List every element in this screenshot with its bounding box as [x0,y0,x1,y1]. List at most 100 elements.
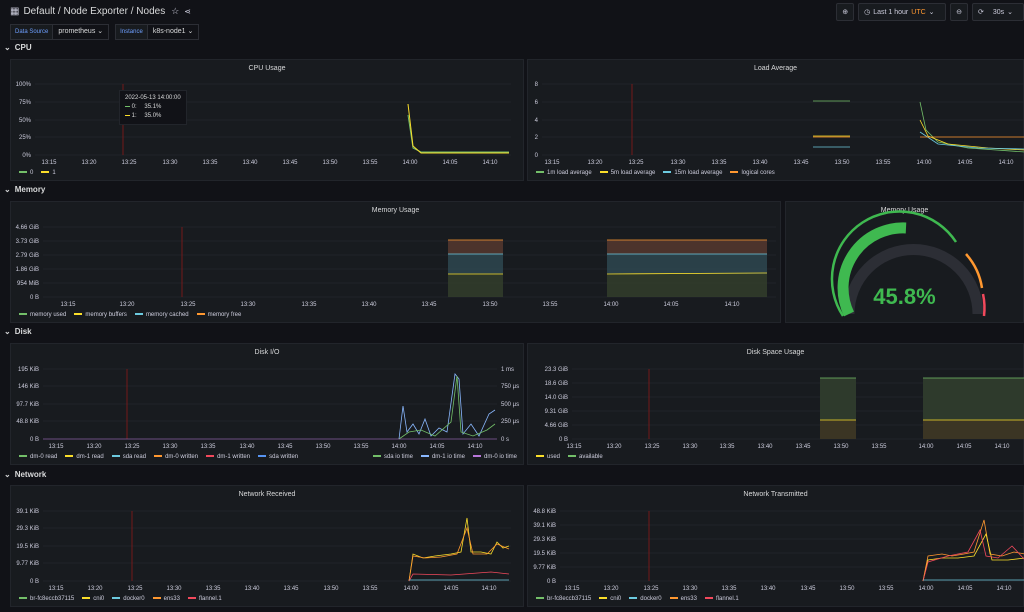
disk-space-panel[interactable]: Disk Space Usage 23.3 GiB 18.6 GiB 14.0 … [527,343,1024,465]
x-tick: 13:55 [875,160,891,166]
time-picker[interactable]: ◷ Last 1 hour UTC ⌄ [858,3,947,21]
legend-right: sda io time dm-1 io time dm-0 io time [372,454,517,460]
x-tick: 13:45 [283,586,299,592]
grid [35,83,511,156]
legend-item[interactable]: cni0 [82,596,104,602]
series-flannel [408,571,510,582]
cpu-usage-panel[interactable]: CPU Usage 100% 75% 50% 25% 0% 13:15 13:2… [10,59,524,181]
y-tick: 500 µs [501,402,519,408]
panel-title: CPU Usage [248,65,286,72]
legend-item[interactable]: 5m load average [599,170,655,176]
x-tick: 13:40 [760,586,776,592]
x-tick: 13:30 [240,302,256,308]
chevron-down-icon: ⌄ [928,9,935,16]
legend-item[interactable]: 1m load average [536,170,592,176]
legend-item[interactable]: memory buffers [74,312,127,318]
load-average-panel[interactable]: Load Average 8 6 4 2 0 13:15 13:20 13:25… [527,59,1024,181]
y-tick: 954 MiB [17,281,39,287]
series-ens33 [922,519,1024,582]
panel-title: Memory Usage [371,207,420,214]
y-tick: 48.8 KiB [533,509,556,515]
star-icon[interactable]: ☆ [171,5,180,16]
y-tick: 2.79 GiB [16,253,39,259]
y-tick: 1.86 GiB [16,267,39,273]
legend-item[interactable]: dm-0 read [19,454,57,460]
dashboards-grid-icon[interactable]: ▦ [10,5,20,17]
legend-item[interactable]: cni0 [599,596,621,602]
legend-item[interactable]: docker0 [112,596,145,602]
legend-item[interactable]: dm-0 io time [472,454,517,460]
datasource-select[interactable]: prometheus ⌄ [53,24,110,40]
legend-item[interactable]: used [536,454,560,460]
series-5m-b [919,119,1024,151]
x-tick: 14:10 [482,160,498,166]
x-tick: 13:50 [833,444,849,450]
disk-io-panel[interactable]: Disk I/O 195 KiB 146 KiB 97.7 KiB 48.8 K… [10,343,524,465]
legend-item[interactable]: sda read [111,454,146,460]
legend-item[interactable]: ens33 [669,596,697,602]
legend-item[interactable]: br-fc8eccb37115 [19,596,74,602]
gauge-threshold-orange [965,253,984,289]
x-tick: 14:00 [391,444,407,450]
legend-item[interactable]: flannel.1 [704,596,739,602]
legend-item[interactable]: flannel.1 [187,596,222,602]
legend-item[interactable]: memory cached [134,312,189,318]
tooltip: 2022-05-13 14:00:00 0: 35.1% 1: 35.0% [119,90,187,125]
refresh-button[interactable]: ⟳ 30s ⌄ [972,3,1024,21]
series-flannel [922,528,1024,582]
panel-title: Disk I/O [254,349,280,356]
legend-item[interactable]: dm-1 written [206,454,250,460]
x-tick: 13:45 [421,302,437,308]
instance-select[interactable]: k8s-node1 ⌄ [147,24,200,40]
legend: dm-0 read dm-1 read sda read dm-0 writte… [19,454,298,460]
memory-usage-panel[interactable]: Memory Usage 4.66 GiB 3.73 GiB 2.79 GiB … [10,201,781,323]
x-tick: 13:55 [878,586,894,592]
zoom-button[interactable]: ⊖ [950,3,968,21]
x-tick: 13:50 [315,444,331,450]
disk-io-chart: 195 KiB 146 KiB 97.7 KiB 48.8 KiB 0 B 1 … [16,367,519,450]
y-tick: 29.3 KiB [16,526,39,532]
legend-item[interactable]: dm-1 read [65,454,104,460]
x-tick: 14:05 [957,586,973,592]
y-axis: 100% 75% 50% 25% 0% [16,82,32,159]
legend-item[interactable]: memory used [19,312,66,318]
network-received-panel[interactable]: Network Received 39.1 KiB 29.3 KiB 19.5 … [10,485,524,607]
breadcrumb[interactable]: Default / Node Exporter / Nodes [23,5,166,17]
x-tick: 13:25 [127,586,143,592]
legend-item[interactable]: br-fc8eccb37115 [536,596,591,602]
x-tick: 13:20 [603,586,619,592]
x-tick: 13:35 [721,586,737,592]
share-icon[interactable]: ⋖ [184,6,191,16]
network-transmitted-panel[interactable]: Network Transmitted 48.8 KiB 39.1 KiB 29… [527,485,1024,607]
datasource-label: Data Source [10,24,54,40]
legend-item[interactable]: ens33 [152,596,180,602]
memory-gauge-panel[interactable]: Memory Usage 45.8% [785,201,1024,323]
legend-item[interactable]: 0 [19,170,33,176]
legend-item[interactable]: 1 [41,170,56,176]
x-tick: 13:55 [362,160,378,166]
y-tick: 0 B [30,295,39,301]
y-tick: 2 [535,135,539,141]
legend-item[interactable]: available [568,454,603,460]
row-memory[interactable]: ⌄ Memory [4,185,45,194]
legend-item[interactable]: dm-1 io time [420,454,465,460]
x-tick: 13:50 [839,586,855,592]
zoom-out-button[interactable]: ⊕ [836,3,855,21]
legend-item[interactable]: logical cores [730,170,775,176]
legend-item[interactable]: memory free [196,312,241,318]
legend-item[interactable]: docker0 [629,596,662,602]
grid [560,510,1024,582]
x-tick: 14:05 [442,160,458,166]
row-cpu[interactable]: ⌄ CPU [4,43,32,52]
legend-item[interactable]: sda written [258,454,298,460]
row-network[interactable]: ⌄ Network [4,470,46,479]
x-tick: 13:50 [323,586,339,592]
legend-item[interactable]: dm-0 written [154,454,198,460]
y-tick: 23.3 GiB [545,367,568,373]
row-disk[interactable]: ⌄ Disk [4,327,32,336]
legend-item[interactable]: 15m load average [663,170,722,176]
x-tick: 14:05 [957,160,973,166]
legend-item[interactable]: sda io time [372,454,413,460]
y-axis-right: 1 ms 750 µs 500 µs 250 µs 0 s [501,367,519,443]
x-tick: 14:10 [994,444,1010,450]
